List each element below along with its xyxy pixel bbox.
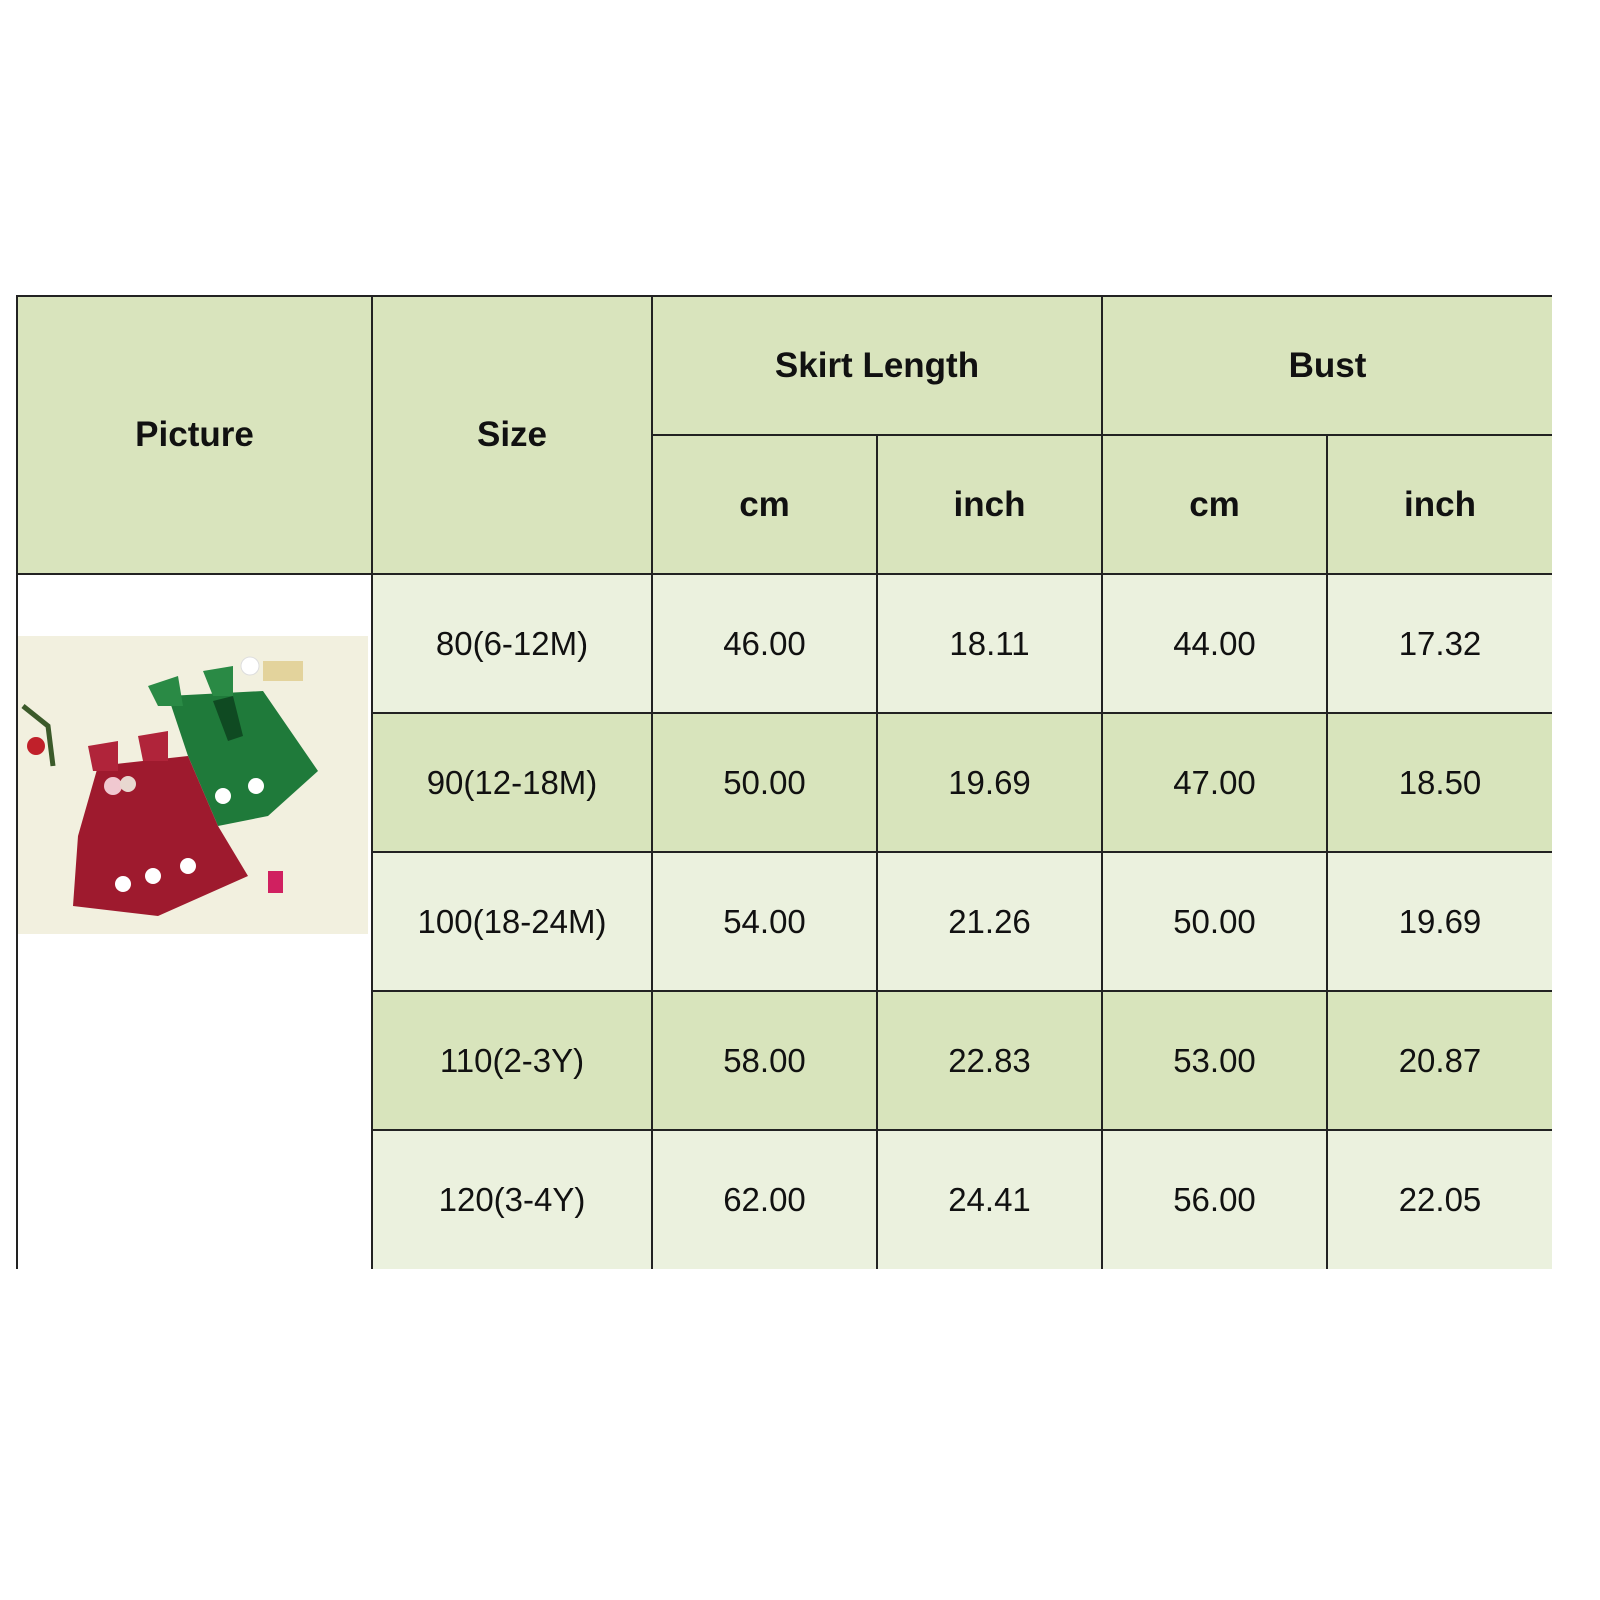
- value-cell: 58.00: [653, 992, 878, 1131]
- product-photo: [18, 636, 368, 934]
- header-unit-text: inch: [1404, 484, 1476, 524]
- value-cell: 50.00: [653, 714, 878, 853]
- green-dress: [148, 666, 318, 826]
- value-cell-text: 19.69: [1398, 902, 1482, 940]
- value-cell-text: 46.00: [723, 624, 806, 662]
- value-cell: 47.00: [1103, 714, 1328, 853]
- value-cell-text: 47.00: [1173, 763, 1256, 801]
- value-cell-text: 21.26: [948, 902, 1031, 940]
- size-cell: 120(3-4Y): [373, 1131, 653, 1269]
- value-cell: 22.83: [878, 992, 1103, 1131]
- value-cell: 56.00: [1103, 1131, 1328, 1269]
- value-cell-text: 53.00: [1173, 1041, 1256, 1079]
- value-cell-text: 50.00: [1173, 902, 1256, 940]
- value-cell: 53.00: [1103, 992, 1328, 1131]
- header-unit-text: inch: [953, 484, 1026, 524]
- value-cell-text: 18.50: [1398, 763, 1482, 801]
- value-cell-text: 44.00: [1173, 624, 1256, 662]
- red-dress: [73, 731, 248, 916]
- header-picture-text: Picture: [135, 415, 254, 454]
- value-cell-text: 56.00: [1173, 1181, 1256, 1218]
- value-cell-text: 19.69: [948, 763, 1031, 801]
- size-cell: 80(6-12M): [373, 575, 653, 714]
- value-cell: 24.41: [878, 1131, 1103, 1269]
- value-cell: 18.11: [878, 575, 1103, 714]
- header-unit-text: cm: [739, 484, 790, 524]
- header-skirt-length: Skirt Length: [653, 297, 1103, 436]
- value-cell-text: 58.00: [723, 1041, 806, 1079]
- size-cell-text: 90(12-18M): [426, 763, 598, 801]
- value-cell: 20.87: [1328, 992, 1552, 1131]
- header-size: Size: [373, 297, 653, 575]
- value-cell: 50.00: [1103, 853, 1328, 992]
- value-cell-text: 20.87: [1398, 1041, 1482, 1079]
- value-cell: 46.00: [653, 575, 878, 714]
- header-unit: inch: [1328, 436, 1552, 575]
- value-cell-text: 17.32: [1398, 624, 1482, 662]
- value-cell-text: 54.00: [723, 902, 806, 940]
- header-size-text: Size: [476, 415, 548, 454]
- value-cell-text: 22.83: [948, 1041, 1031, 1079]
- value-cell: 17.32: [1328, 575, 1552, 714]
- value-cell-text: 22.05: [1398, 1181, 1482, 1218]
- header-bust: Bust: [1103, 297, 1552, 436]
- header-picture: Picture: [18, 297, 373, 575]
- value-cell: 62.00: [653, 1131, 878, 1269]
- size-cell: 100(18-24M): [373, 853, 653, 992]
- header-unit-text: cm: [1189, 484, 1240, 524]
- value-cell: 21.26: [878, 853, 1103, 992]
- size-cell: 90(12-18M): [373, 714, 653, 853]
- header-skirt-length-text: Skirt Length: [774, 345, 980, 385]
- header-unit: cm: [1103, 436, 1328, 575]
- value-cell-text: 50.00: [723, 763, 806, 801]
- size-chart-table: Picture Size Skirt Length Bust cm inch cm inch 8…: [16, 295, 1552, 1269]
- value-cell-text: 62.00: [723, 1181, 806, 1218]
- value-cell: 18.50: [1328, 714, 1552, 853]
- size-cell: 110(2-3Y): [373, 992, 653, 1131]
- value-cell-text: 18.11: [949, 624, 1030, 662]
- size-cell-text: 120(3-4Y): [438, 1181, 586, 1218]
- size-cell-text: 80(6-12M): [435, 624, 589, 662]
- header-bust-text: Bust: [1288, 345, 1367, 385]
- value-cell: 19.69: [878, 714, 1103, 853]
- value-cell: 19.69: [1328, 853, 1552, 992]
- size-cell-text: 110(2-3Y): [439, 1041, 585, 1079]
- header-unit: inch: [878, 436, 1103, 575]
- value-cell: 54.00: [653, 853, 878, 992]
- value-cell: 22.05: [1328, 1131, 1552, 1269]
- value-cell: 44.00: [1103, 575, 1328, 714]
- size-cell-text: 100(18-24M): [417, 902, 607, 940]
- header-unit: cm: [653, 436, 878, 575]
- value-cell-text: 24.41: [948, 1181, 1031, 1218]
